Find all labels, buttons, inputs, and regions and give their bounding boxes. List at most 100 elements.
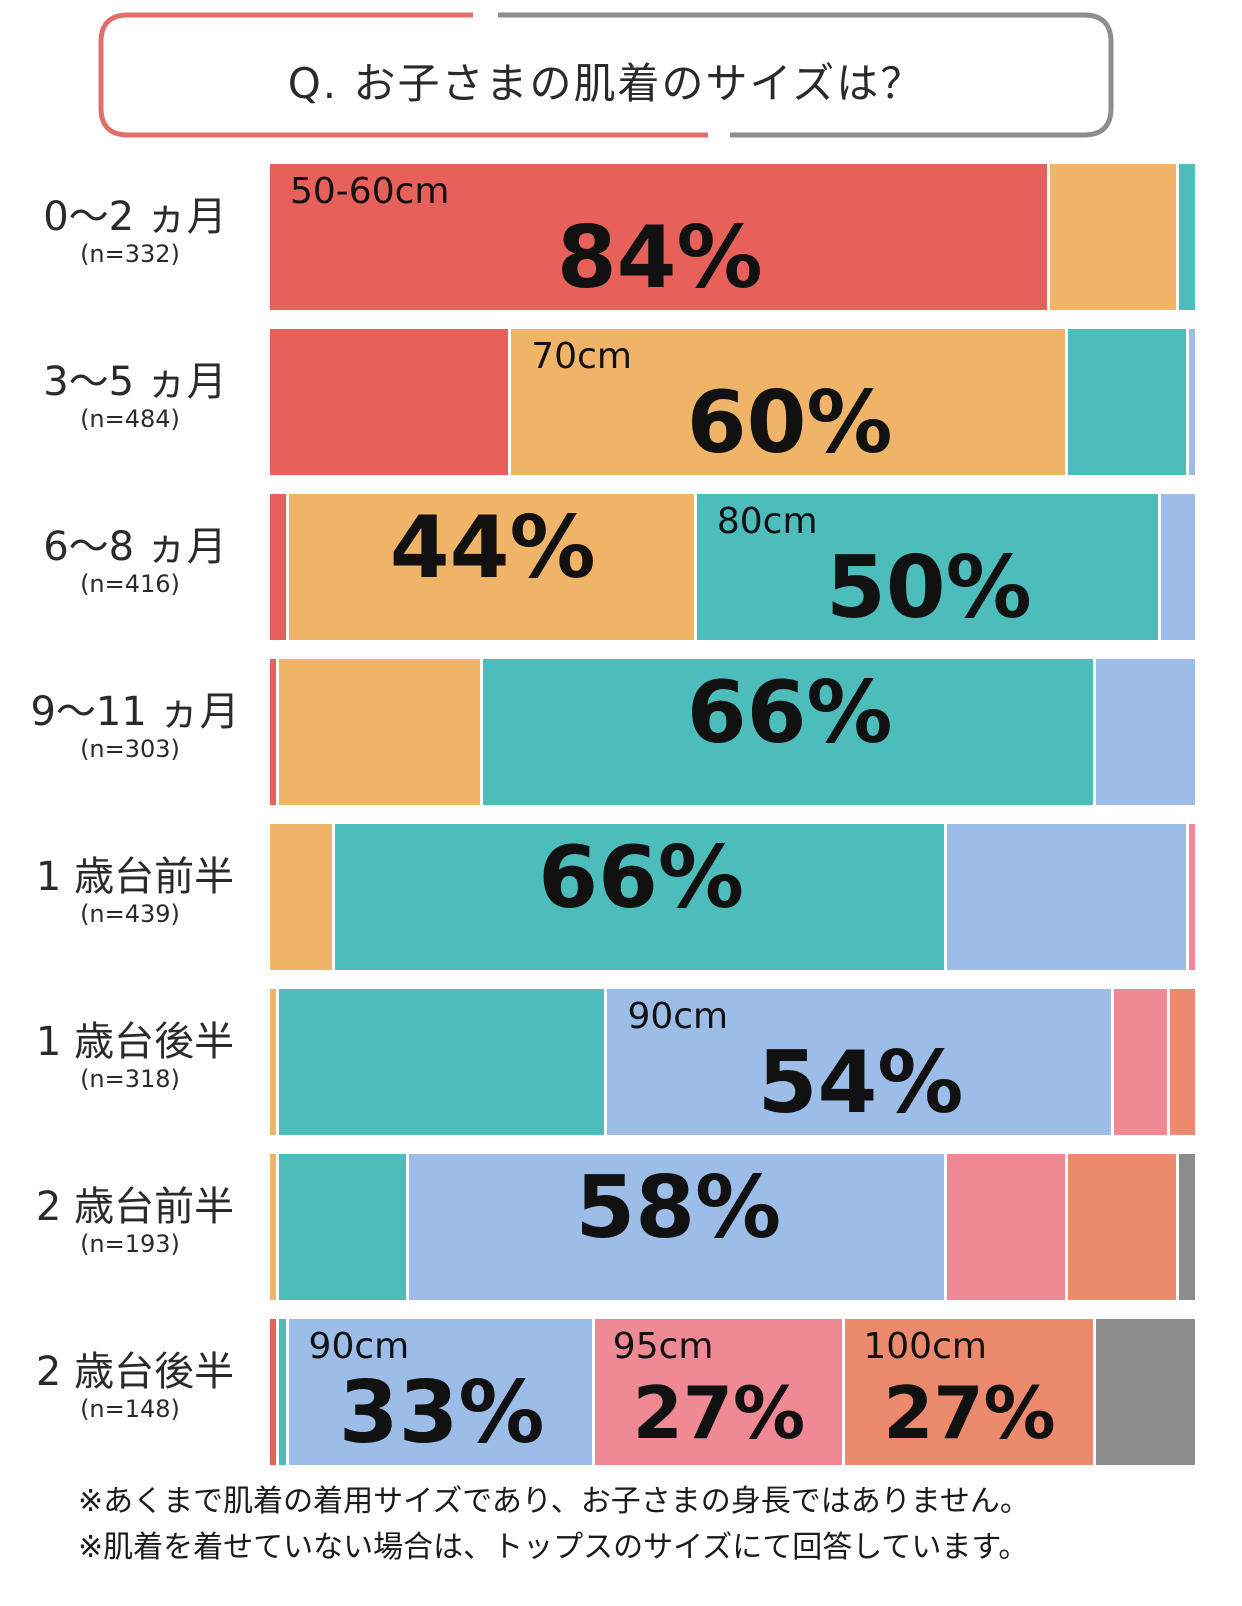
segment-label: 50-60cm 84%	[290, 171, 1030, 308]
segment-size-label: 90cm	[308, 1326, 410, 1367]
bar-segment	[1068, 329, 1189, 475]
segment-percent-label: 66%	[686, 663, 893, 763]
bar-segment	[270, 494, 289, 640]
segment-label: 66%	[355, 832, 927, 924]
bar-segment	[270, 989, 280, 1135]
bar-segment	[1095, 1319, 1198, 1465]
row-sample-size: (n=416)	[80, 570, 180, 598]
segment-size-label: 100cm	[863, 1326, 987, 1367]
segment-label: 58%	[429, 1162, 927, 1254]
segment-label: 66%	[503, 667, 1075, 759]
row-sample-size: (n=193)	[80, 1230, 180, 1258]
bar-segment	[1068, 1154, 1180, 1300]
segment-label: 70cm 60%	[531, 336, 1048, 473]
bar-segment	[1179, 1154, 1198, 1300]
title-frame	[98, 12, 1114, 138]
row-label-text: 9～11 ヵ月	[30, 689, 240, 735]
segment-percent-label: 27%	[632, 1371, 806, 1455]
row-label-text: 2 歳台前半	[35, 1184, 235, 1230]
segment-label: 90cm 33%	[308, 1326, 575, 1463]
segment-percent-label: 27%	[883, 1371, 1056, 1455]
row-label-text: 3～5 ヵ月	[43, 359, 227, 405]
bar-segment	[1160, 494, 1198, 640]
row-label-text: 1 歳台前半	[35, 854, 235, 900]
bar-segment	[511, 329, 1069, 475]
bar-segment	[288, 494, 697, 640]
segment-percent-label: 44%	[389, 498, 596, 598]
bar-segment	[607, 989, 1114, 1135]
chart-title: Q. お子さまの肌着のサイズは？	[287, 59, 925, 108]
row-label: 1 歳台後半 (n=318)	[0, 1019, 270, 1093]
row-label: 9～11 ヵ月 (n=303)	[0, 689, 270, 763]
row-sample-size: (n=439)	[80, 900, 180, 928]
bar-row: 66%	[270, 659, 1198, 805]
bar-segment	[1179, 164, 1198, 310]
title-box: Q. お子さまの肌着のサイズは？	[98, 12, 1114, 138]
row-label: 6～8 ヵ月 (n=416)	[0, 524, 270, 598]
bar-row: 66%	[270, 824, 1198, 970]
row-label: 3～5 ヵ月 (n=484)	[0, 359, 270, 433]
bar-segment	[947, 824, 1189, 970]
row-label-text: 1 歳台後半	[35, 1019, 235, 1065]
bar-row: 90cm 54%	[270, 989, 1198, 1135]
bar-segment	[288, 1319, 595, 1465]
row-label: 2 歳台前半 (n=193)	[0, 1184, 270, 1258]
segment-percent-label: 58%	[575, 1158, 782, 1258]
bar-segment	[270, 1154, 280, 1300]
segment-size-label: 50-60cm	[290, 171, 450, 212]
row-label-text: 6～8 ヵ月	[43, 524, 227, 570]
bar-segment	[1188, 824, 1198, 970]
bar-row: 44% 80cm 50%	[270, 494, 1198, 640]
row-label: 2 歳台後半 (n=148)	[0, 1349, 270, 1423]
segment-label: 80cm 50%	[716, 501, 1141, 638]
bar-segment	[594, 1319, 846, 1465]
footnote-1: ※あくまで肌着の着用サイズであり、お子さまの身長ではありません。	[78, 1484, 1030, 1519]
bar-row: 58%	[270, 1154, 1198, 1300]
segment-percent-label: 33%	[338, 1363, 545, 1463]
row-sample-size: (n=303)	[80, 735, 180, 763]
bar-segment	[1169, 989, 1198, 1135]
row-sample-size: (n=484)	[80, 405, 180, 433]
bar-segment	[270, 1319, 280, 1465]
segment-percent-label: 60%	[686, 373, 893, 473]
bar-segment	[270, 659, 280, 805]
bar-segment	[279, 659, 484, 805]
row-label: 0～2 ヵ月 (n=332)	[0, 194, 270, 268]
segment-percent-label: 84%	[556, 208, 763, 308]
segment-size-label: 80cm	[716, 501, 818, 542]
segment-label: 90cm 54%	[627, 996, 1093, 1133]
segment-size-label: 70cm	[531, 336, 632, 377]
row-label: 1 歳台前半 (n=439)	[0, 854, 270, 928]
segment-size-label: 95cm	[612, 1326, 714, 1367]
bar-segment	[1049, 164, 1180, 310]
bar-segment	[270, 329, 512, 475]
bar-segment	[270, 824, 335, 970]
bar-segment	[270, 164, 1050, 310]
bar-segment	[1095, 659, 1198, 805]
segment-label: 44%	[309, 502, 677, 594]
segment-label: 95cm 27%	[613, 1327, 805, 1459]
bar-segment	[483, 659, 1096, 805]
footnote-2: ※肌着を着せていない場合は、トップスのサイズにて回答しています。	[78, 1530, 1029, 1565]
bar-row: 70cm 60%	[270, 329, 1198, 475]
bar-segment	[947, 1154, 1069, 1300]
title-frame-gray	[498, 12, 1114, 138]
bar-segment	[279, 989, 608, 1135]
segment-size-label: 90cm	[627, 996, 729, 1037]
bar-segment	[279, 1319, 289, 1465]
bar-segment	[1188, 329, 1198, 475]
segment-label: 100cm 27%	[863, 1327, 1055, 1459]
bar-segment	[845, 1319, 1096, 1465]
bar-segment	[696, 494, 1161, 640]
row-label-text: 2 歳台後半	[35, 1349, 235, 1395]
row-sample-size: (n=318)	[80, 1065, 180, 1093]
bar-row: 90cm 33% 95cm 27% 100cm 27%	[270, 1319, 1198, 1465]
bar-segment	[1113, 989, 1170, 1135]
title-frame-red	[98, 12, 708, 138]
bar-segment	[334, 824, 948, 970]
row-sample-size: (n=332)	[80, 240, 180, 268]
bar-segment	[409, 1154, 948, 1300]
segment-percent-label: 50%	[825, 538, 1032, 638]
segment-percent-label: 54%	[757, 1033, 964, 1133]
row-label-text: 0～2 ヵ月	[43, 194, 227, 240]
